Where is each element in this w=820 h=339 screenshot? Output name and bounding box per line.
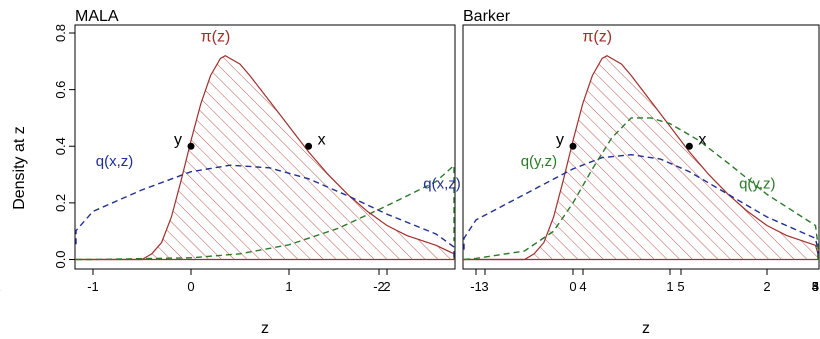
- plot-area: q(x,z) q(y,z) π(z) y x: [75, 28, 557, 261]
- point-y: [569, 142, 577, 150]
- panel-title: Barker: [463, 8, 511, 25]
- panel-title: MALA: [75, 8, 119, 25]
- point-y: [187, 142, 195, 150]
- y-tick-label: 0.0: [53, 250, 68, 268]
- plot-frame: [462, 24, 820, 270]
- point-label-x: x: [318, 131, 326, 148]
- x-tick-label: 2: [763, 279, 770, 294]
- point-label-y: y: [174, 131, 182, 148]
- series-line-qyz: [76, 163, 455, 261]
- y-tick-label: 0.2: [53, 194, 68, 212]
- series-line-qyz: [463, 117, 819, 261]
- x-tick-label: 1: [666, 279, 673, 294]
- x-tick-label: 5: [677, 279, 684, 294]
- series-label: q(y,z): [739, 176, 775, 193]
- series-line-qxz: [75, 164, 455, 260]
- y-tick-label: 0.6: [53, 81, 68, 99]
- target-density-curve: [76, 55, 455, 261]
- x-tick-label: -2: [0, 279, 1, 294]
- x-tick-label: -2: [373, 279, 385, 294]
- x-tick-label: 1: [285, 279, 292, 294]
- point-x: [305, 142, 313, 150]
- x-tick-label: 5: [812, 279, 819, 294]
- series-label: q(y,z): [521, 153, 557, 170]
- target-hatch-area: [464, 55, 818, 260]
- series-line-qxz: [463, 153, 819, 260]
- x-axis-label: z: [261, 320, 269, 337]
- point-x: [685, 142, 693, 150]
- plot-area: q(x,z) q(y,z) π(z) y x: [423, 28, 819, 261]
- shared-y-axis-label: Density at z: [11, 126, 28, 210]
- point-label-y: y: [556, 131, 564, 148]
- target-label: π(z): [582, 28, 612, 45]
- series-label: q(x,z): [423, 176, 461, 193]
- target-hatch-area: [76, 55, 454, 260]
- target-label: π(z): [201, 28, 231, 45]
- x-tick-label: 0: [569, 279, 576, 294]
- x-tick-label: 0: [187, 279, 194, 294]
- x-tick-label: 4: [579, 279, 586, 294]
- x-tick-label: 2: [383, 279, 390, 294]
- panel-barker: Barker q(x,z) q(y,z)π(z)y x -2 -1 0 1 2 345 z: [373, 8, 820, 337]
- y-tick-label: 0.8: [53, 24, 68, 42]
- x-tick-label: -1: [470, 279, 482, 294]
- point-label-x: x: [698, 131, 706, 148]
- y-ticks: 0.0 0.2 0.4 0.6 0.8: [53, 24, 75, 269]
- plot-frame: [74, 24, 456, 270]
- x-tick-label: -1: [87, 279, 99, 294]
- target-density-curve: [464, 55, 819, 261]
- x-ticks: -2 -1 0 1 2 3 4 5: [0, 269, 685, 294]
- x-tick-label: 3: [812, 279, 819, 294]
- x-axis-label: z: [642, 320, 650, 337]
- series-label: q(x,z): [96, 153, 134, 170]
- y-tick-label: 0.4: [53, 137, 68, 155]
- x-tick-label: 3: [481, 279, 488, 294]
- x-tick-label: 4: [812, 279, 819, 294]
